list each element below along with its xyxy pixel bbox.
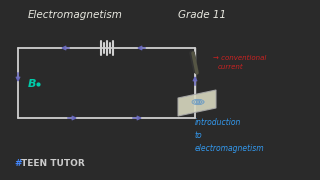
Text: → conventional: → conventional [213,55,266,61]
Text: #: # [14,159,21,168]
Polygon shape [178,90,216,116]
Text: Grade 11: Grade 11 [178,10,226,20]
Text: TEEN TUTOR: TEEN TUTOR [21,159,85,168]
Text: B: B [28,79,36,89]
Text: introduction
to
electromagnetism: introduction to electromagnetism [195,118,265,153]
Text: Electromagnetism: Electromagnetism [28,10,123,20]
Text: current: current [218,64,244,70]
